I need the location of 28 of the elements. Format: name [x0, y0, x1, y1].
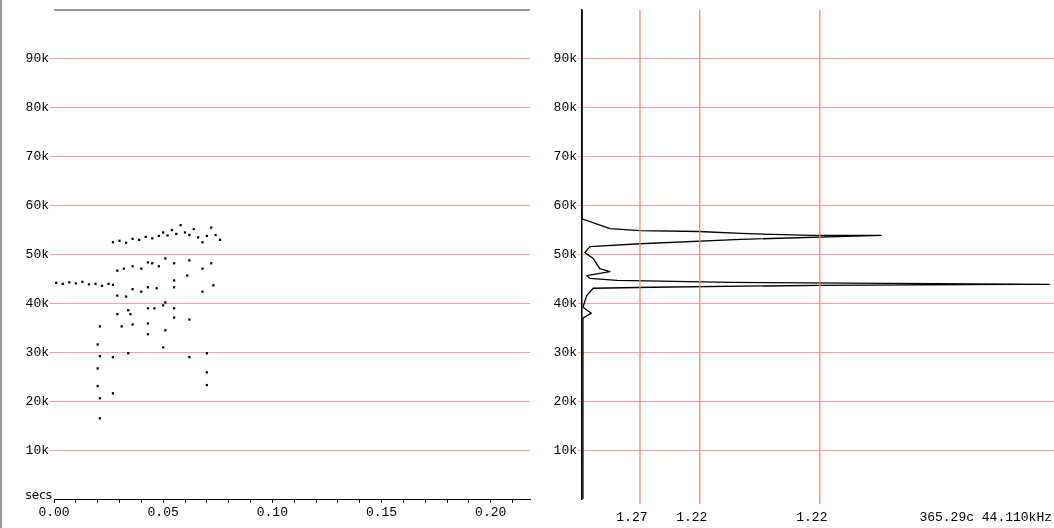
y-tick-label: 70k — [553, 149, 578, 165]
y-tick-label: 10k — [553, 442, 578, 458]
y-tick-label: 20k — [553, 393, 578, 409]
y-tick-label: 80k — [553, 100, 578, 116]
y-tick-label: 20k — [25, 393, 50, 409]
y-tick-label: 90k — [25, 51, 50, 67]
y-tick-label: 60k — [25, 198, 50, 214]
text: 365.29c 44.110kHz — [919, 510, 1052, 526]
x-tick-label: 0.10 — [256, 505, 288, 521]
y-tick-label: 60k — [553, 198, 578, 214]
y-tick-label: 40k — [553, 295, 578, 311]
x-tick-label: 0.15 — [365, 505, 398, 521]
text: 1.22 — [796, 510, 828, 526]
y-tick-label: 50k — [553, 246, 578, 262]
y-tick-label: 30k — [25, 344, 50, 360]
y-tick-label: 30k — [553, 344, 578, 360]
x-tick-label: 0.20 — [475, 505, 507, 521]
x-tick-label: 0.00 — [38, 505, 70, 521]
text: 1.27 — [616, 510, 648, 526]
y-tick-label: 40k — [25, 295, 50, 311]
y-tick-label: 70k — [25, 149, 50, 165]
text: 1.22 — [676, 510, 708, 526]
y-tick-label: 10k — [25, 442, 50, 458]
y-tick-label: 50k — [25, 246, 50, 262]
x-axis-title: secs — [25, 488, 52, 503]
y-tick-label: 80k — [25, 100, 50, 116]
x-tick-label: 0.05 — [147, 505, 179, 521]
y-tick-label: 90k — [553, 51, 578, 67]
